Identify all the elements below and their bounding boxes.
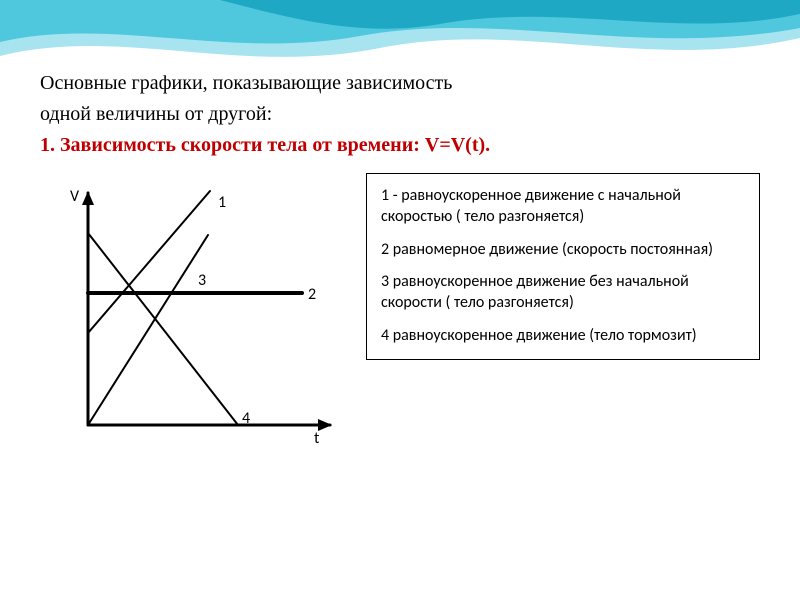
chart-line-label-2: 2 [308,285,316,304]
heading-line-1: Основные графики, показывающие зависимос… [40,70,760,97]
legend-item-4: 4 равноускоренное движение (тело тормози… [381,326,745,347]
heading-line-2: одной величины от другой: [40,101,760,128]
velocity-time-chart: V t 1 2 3 4 [40,173,350,463]
slide-content: Основные графики, показывающие зависимос… [0,0,800,483]
main-row: V t 1 2 3 4 1 - равноускоренное движение с … [40,173,760,463]
heading-red: 1. Зависимость скорости тела от времени:… [40,132,760,159]
legend-item-2: 2 равномерное движение (скорость постоян… [381,240,745,261]
legend-item-1: 1 - равноускоренное движение с начальной… [381,186,745,228]
chart-line-label-1: 1 [218,193,226,212]
chart-svg [40,173,350,463]
chart-line-label-4: 4 [242,409,250,428]
legend-item-3: 3 равноускоренное движение без начальной… [381,272,745,314]
chart-line-label-3: 3 [198,271,206,290]
x-axis-label: t [314,429,319,448]
y-axis-label: V [70,187,79,206]
legend-box: 1 - равноускоренное движение с начальной… [366,173,760,360]
